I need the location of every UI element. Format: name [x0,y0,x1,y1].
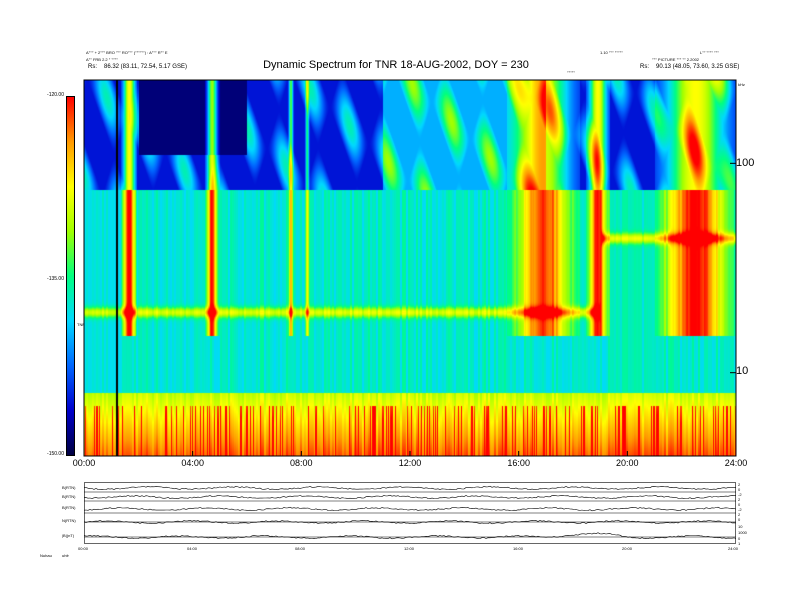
stack-x-tick: 24:00 [728,546,739,551]
stack-right-tick: 1 [738,541,741,546]
stack-footer-value: uhfr [62,553,69,558]
stack-trace [84,519,736,525]
stack-footer-label: Nuhau [40,553,52,558]
stack-row-label: B(RTN) [62,494,76,499]
colorbar-tick-top: -120.00 [47,92,64,98]
colorbar-label: TNR [77,322,86,327]
stack-trace [84,532,736,540]
x-tick-label: 20:00 [616,458,639,468]
x-tick-label: 04:00 [181,458,204,468]
stack-x-tick: 00:00 [78,546,89,551]
y-tick-label-10: 10 [736,365,749,377]
stack-trace [84,485,736,491]
stack-right-tick: 10 [738,524,743,529]
stack-x-tick: 20:00 [622,546,633,551]
chart-title: Dynamic Spectrum for TNR 18-AUG-2002, DO… [263,59,529,71]
header-right-line1-left: 1.10 °°° °°°°° [600,50,623,55]
x-tick-label: 16:00 [507,458,530,468]
x-tick-label: 08:00 [290,458,313,468]
x-tick-label: 24:00 [724,458,748,468]
x-tick-label: 00:00 [72,458,96,468]
colorbar [66,96,75,456]
stack-panel [84,482,736,544]
stack-right-tick: 2 [738,497,741,502]
stack-right-tick: 2 [738,482,741,487]
stack-right-tick: 1000 [738,530,747,535]
header-right-line1-right: L°° °°°° °°° [700,50,719,55]
stack-frame [84,482,736,544]
header-left-rs-label: Rs: [88,64,97,70]
header-left-line2: A°° FRB 2.2 ° °°°° [86,57,118,62]
stack-x-tick: 04:00 [187,546,198,551]
dynamic-spectrum-heatmap [84,80,736,456]
stack-right-tick: 2 [738,512,741,517]
stack-right-tick: 0 [738,536,741,541]
stack-right-tick: 0 [738,487,741,492]
stack-trace [84,494,736,500]
header-mid-small: °°°°° [567,70,575,75]
stack-row-label: B(RTN) [62,485,76,490]
stack-row-label: N(RTN) [62,518,76,523]
colorbar-tick-mid: -135.00 [47,276,64,282]
header-right-line2: °°° PICTURE °°° °° 2.2002 [652,57,700,62]
colorbar-tick-bottom: -150.00 [47,451,64,457]
header-right-rs-label: Rs: [640,64,649,70]
stack-trace [84,506,736,512]
stack-right-tick: -2 [738,507,742,512]
y-unit-label: kHz [738,82,745,87]
stack-x-tick: 12:00 [404,546,415,551]
stack-right-tick: 0 [738,502,741,507]
stack-x-tick: 08:00 [295,546,306,551]
y-tick-label-100: 100 [736,157,755,169]
stack-x-tick: 16:00 [513,546,524,551]
stack-row-label: B(RTN) [62,505,76,510]
stack-row-label: |B|(nT) [62,533,75,538]
header-right-rs-value: 90.13 (48.05, 73.60, 3.25 GSE) [656,64,740,70]
stack-right-tick: 0 [738,517,741,522]
header-left-line1: A°°° + 2°°° BRO °°° RO°°° (°°°°°°) : A°°… [86,50,168,55]
x-tick-label: 12:00 [398,458,422,468]
header-left-rs-value: 86.32 (83.11, 72.54, 5.17 GSE) [104,64,187,70]
stack-right-tick: -2 [738,492,742,497]
